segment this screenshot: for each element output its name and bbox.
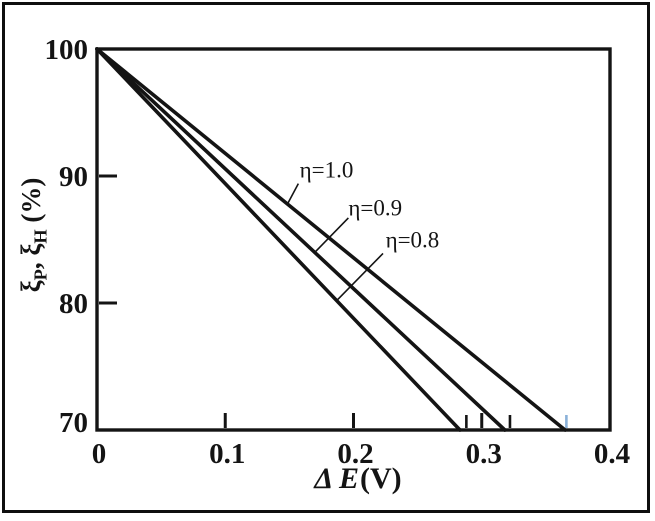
annotation-label: η=0.9 — [348, 196, 402, 221]
x-tick-label: 0.3 — [466, 438, 502, 470]
x-axis-title-symbol: Δ E — [314, 462, 359, 495]
annotation-leader-line — [286, 183, 300, 206]
x-axis-title: Δ E(V) — [258, 462, 458, 496]
series-line — [95, 47, 567, 432]
y-tick-label: 100 — [45, 34, 89, 66]
y-tick-label: 70 — [59, 407, 88, 439]
series-line — [95, 47, 462, 432]
annotation-leader-line — [313, 217, 349, 255]
y-axis-title-sub-h: H — [30, 229, 51, 244]
y-axis-title: ξP, ξH (%) — [16, 90, 50, 380]
y-axis-title-separator: , — [16, 255, 46, 270]
y-axis-title-sub-p: P — [30, 269, 51, 281]
y-axis-title-unit: (%) — [16, 177, 46, 230]
axes-box — [95, 47, 612, 432]
annotation-leader-line — [336, 252, 384, 302]
y-tick-label: 80 — [59, 288, 88, 320]
x-tick-label: 0.2 — [337, 438, 373, 470]
x-tick-label: 0.4 — [594, 438, 630, 470]
series-line — [95, 47, 507, 432]
y-tick-label: 90 — [59, 161, 88, 193]
x-tick-label: 0.1 — [209, 438, 245, 470]
x-tick-label: 0 — [92, 438, 107, 470]
annotation-label: η=0.8 — [386, 227, 440, 252]
x-axis-title-unit: (V) — [360, 462, 402, 495]
y-axis-title-xi-p: ξ — [16, 280, 46, 293]
y-axis-title-xi-h: ξ — [16, 243, 46, 256]
annotation-label: η=1.0 — [300, 157, 354, 182]
